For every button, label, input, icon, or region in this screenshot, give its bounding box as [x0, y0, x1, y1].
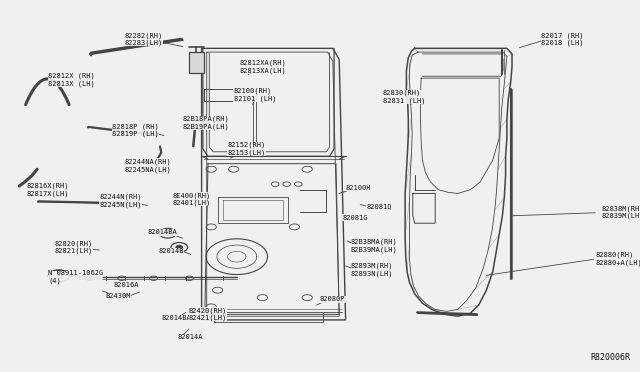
- Text: 82152(RH)
82153(LH): 82152(RH) 82153(LH): [227, 142, 266, 156]
- Text: 82282(RH)
82283(LH): 82282(RH) 82283(LH): [125, 32, 163, 46]
- Text: N: N: [56, 273, 61, 279]
- Text: 82812X (RH)
82813X (LH): 82812X (RH) 82813X (LH): [48, 73, 95, 87]
- Text: 82014B: 82014B: [159, 248, 184, 254]
- Text: 82016A: 82016A: [114, 282, 140, 288]
- Bar: [189, 52, 204, 73]
- Text: R820006R: R820006R: [590, 353, 630, 362]
- Text: 82014BA: 82014BA: [161, 315, 191, 321]
- Text: 82818P (RH)
82819P (LH): 82818P (RH) 82819P (LH): [112, 123, 159, 137]
- Text: 82100(RH)
82101 (LH): 82100(RH) 82101 (LH): [234, 88, 276, 102]
- Text: 82893M(RH)
82893N(LH): 82893M(RH) 82893N(LH): [351, 263, 393, 277]
- Text: 82820(RH)
82821(LH): 82820(RH) 82821(LH): [54, 240, 93, 254]
- Text: 82081G: 82081G: [342, 215, 368, 221]
- Text: 82880(RH)
82880+A(LH): 82880(RH) 82880+A(LH): [595, 251, 640, 266]
- Text: 82838M(RH)
82839M(LH): 82838M(RH) 82839M(LH): [602, 205, 640, 219]
- Text: 82B18PA(RH)
82B19PA(LH): 82B18PA(RH) 82B19PA(LH): [182, 116, 229, 130]
- Text: B2420(RH)
82421(LH): B2420(RH) 82421(LH): [189, 307, 227, 321]
- Text: 82B38MA(RH)
B2B39MA(LH): 82B38MA(RH) B2B39MA(LH): [351, 238, 397, 253]
- Text: 82244N(RH)
82245N(LH): 82244N(RH) 82245N(LH): [99, 194, 141, 208]
- Text: 82816X(RH)
82817X(LH): 82816X(RH) 82817X(LH): [27, 183, 69, 197]
- Text: 82014BA: 82014BA: [147, 230, 177, 235]
- Circle shape: [176, 246, 182, 249]
- Text: 82830(RH)
82831 (LH): 82830(RH) 82831 (LH): [383, 90, 425, 104]
- Text: 82244NA(RH)
82245NA(LH): 82244NA(RH) 82245NA(LH): [125, 158, 172, 173]
- Text: 82017 (RH)
82018 (LH): 82017 (RH) 82018 (LH): [541, 32, 583, 46]
- Text: N 08911-1062G
(4): N 08911-1062G (4): [48, 270, 103, 284]
- Text: 82014A: 82014A: [178, 334, 204, 340]
- Text: 82100H: 82100H: [346, 185, 371, 191]
- Text: 82081Q: 82081Q: [366, 203, 392, 209]
- Text: 82812XA(RH)
82813XA(LH): 82812XA(RH) 82813XA(LH): [240, 60, 287, 74]
- Text: 82080P: 82080P: [320, 296, 346, 302]
- Text: 8E400(RH)
82401(LH): 8E400(RH) 82401(LH): [173, 192, 211, 206]
- Circle shape: [164, 231, 171, 235]
- Text: B2430M: B2430M: [106, 293, 131, 299]
